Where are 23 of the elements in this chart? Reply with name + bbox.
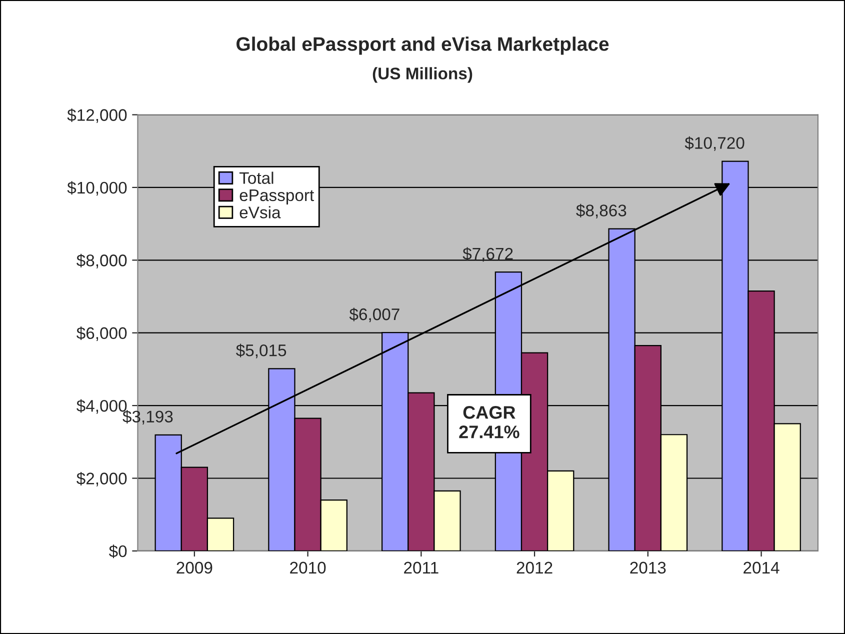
y-tick-label: $10,000: [67, 181, 127, 196]
x-tick-label: 2011: [404, 562, 438, 574]
data-label: $7,672: [462, 247, 513, 262]
annotation: CAGR 27.41%: [459, 406, 520, 438]
y-tick-label: $12,000: [67, 108, 127, 123]
legend-label: ePassport: [240, 190, 314, 204]
y-tick-label: $0: [108, 544, 127, 558]
chart-subtitle: (US Millions): [372, 67, 472, 83]
data-label: $10,720: [684, 136, 744, 151]
data-label: $5,015: [236, 344, 286, 358]
legend-label: Total: [239, 172, 274, 184]
chart-title: Global ePassport and eVisa Marketplace: [236, 36, 609, 55]
x-tick-label: 2009: [176, 562, 212, 574]
x-tick-label: 2010: [290, 562, 326, 574]
y-tick-label: $6,000: [76, 326, 127, 342]
x-tick-label: 2012: [516, 562, 552, 574]
x-tick-label: 2014: [744, 562, 780, 574]
y-tick-label: $2,000: [76, 472, 127, 486]
legend-label: eVsia: [240, 206, 281, 218]
x-tick-label: 2013: [630, 562, 666, 574]
data-label: $8,863: [576, 204, 626, 218]
data-label: $6,007: [349, 308, 400, 322]
y-tick-label: $8,000: [76, 254, 127, 268]
